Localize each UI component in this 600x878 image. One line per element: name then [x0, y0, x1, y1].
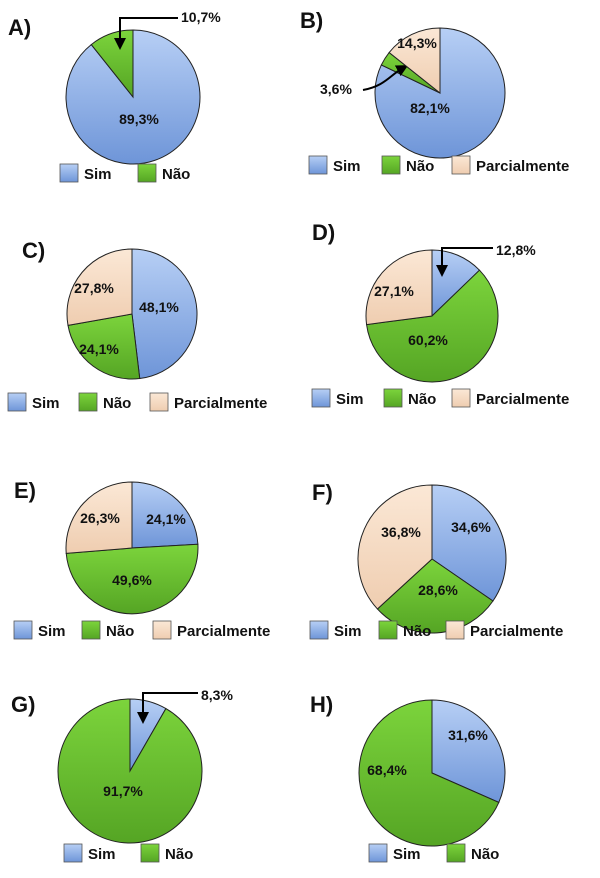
legend-swatch-a-nao — [137, 163, 157, 183]
legend-label-g-nao: Não — [165, 846, 193, 863]
legend-swatch-e-sim — [13, 620, 33, 640]
legend-swatch-h-nao — [446, 843, 466, 863]
legend-swatch-f-nao — [378, 620, 398, 640]
slice-label-f-parcialmente: 36,8% — [381, 524, 421, 540]
legend-label-d-sim: Sim — [336, 391, 364, 408]
legend-swatch-c-nao — [78, 392, 98, 412]
panel-label-d: D) — [312, 220, 335, 245]
legend-label-g-sim: Sim — [88, 846, 116, 863]
callout-label-a: 10,7% — [181, 9, 221, 25]
slice-label-d-parcialmente: 27,1% — [374, 283, 414, 299]
legend-label-e-sim: Sim — [38, 623, 66, 640]
panel-label-b: B) — [300, 8, 323, 33]
slice-label-c-sim: 48,1% — [139, 299, 179, 315]
slice-label-g-nao: 91,7% — [103, 783, 143, 799]
panel-label-f: F) — [312, 480, 333, 505]
pie-panel-e: E) 24,1% 49,6% 26,3% Sim Não Parcialmente — [13, 478, 270, 640]
legend-label-e-parcialmente: Parcialmente — [177, 623, 270, 640]
pie-slice-h-nao — [358, 699, 500, 847]
panel-label-a: A) — [8, 15, 31, 40]
pie-slice-b-parcialmente — [388, 27, 441, 95]
slice-label-h-sim: 31,6% — [448, 727, 488, 743]
legend-swatch-f-sim — [309, 620, 329, 640]
panel-label-g: G) — [11, 692, 35, 717]
panel-label-c: C) — [22, 238, 45, 263]
pie-panel-f: F) 34,6% 28,6% 36,8% Sim Não Parcialmente — [309, 480, 563, 640]
slice-label-c-nao: 24,1% — [79, 341, 119, 357]
legend-label-a-sim: Sim — [84, 166, 112, 183]
pie-panel-d: D) 12,8% 60,2% 27,1% Sim Não Parcialmente — [311, 220, 569, 408]
pie-slice-d-parcialmente — [365, 249, 433, 326]
panel-label-e: E) — [14, 478, 36, 503]
legend-label-d-nao: Não — [408, 391, 436, 408]
legend-swatch-c-sim — [7, 392, 27, 412]
slice-label-e-sim: 24,1% — [146, 511, 186, 527]
legend-swatch-h-sim — [368, 843, 388, 863]
legend-swatch-b-nao — [381, 155, 401, 175]
callout-arrow-b — [362, 65, 409, 91]
pie-slice-g-nao — [57, 698, 203, 844]
legend-swatch-a-sim — [59, 163, 79, 183]
legend-swatch-c-parcialmente — [149, 392, 169, 412]
legend-label-c-sim: Sim — [32, 395, 60, 412]
slice-label-c-parcialmente: 27,8% — [74, 280, 114, 296]
pie-slice-f-sim — [431, 484, 507, 602]
legend-label-c-nao: Não — [103, 395, 131, 412]
legend-label-f-parcialmente: Parcialmente — [470, 623, 563, 640]
legend-label-e-nao: Não — [106, 623, 134, 640]
legend-swatch-b-parcialmente — [451, 155, 471, 175]
legend-label-c-parcialmente: Parcialmente — [174, 395, 267, 412]
slice-label-h-nao: 68,4% — [367, 762, 407, 778]
callout-label-d: 12,8% — [496, 242, 536, 258]
callout-arrow-g — [137, 692, 198, 724]
slice-label-f-sim: 34,6% — [451, 519, 491, 535]
pie-panel-g: G) 8,3% 91,7% Sim Não — [11, 687, 233, 863]
callout-label-g: 8,3% — [201, 687, 233, 703]
callout-arrow-d — [436, 247, 493, 277]
callout-label-b: 3,6% — [320, 81, 352, 97]
pie-panel-c: C) 48,1% 24,1% 27,8% Sim Não Parcialmente — [7, 238, 267, 412]
callout-arrow-a — [114, 17, 178, 50]
pie-slice-e-nao — [65, 543, 199, 615]
pie-slice-d-nao — [365, 269, 499, 383]
legend-label-a-nao: Não — [162, 166, 190, 183]
legend-label-b-parcialmente: Parcialmente — [476, 158, 569, 175]
legend-label-f-nao: Não — [403, 623, 431, 640]
slice-label-e-nao: 49,6% — [112, 572, 152, 588]
panel-label-h: H) — [310, 692, 333, 717]
pie-slice-c-parcialmente — [66, 248, 133, 326]
legend-label-h-nao: Não — [471, 846, 499, 863]
pie-slice-e-sim — [131, 481, 199, 549]
legend-swatch-e-nao — [81, 620, 101, 640]
slice-label-b-sim: 82,1% — [410, 100, 450, 116]
legend-swatch-d-nao — [383, 388, 403, 408]
legend-label-b-nao: Não — [406, 158, 434, 175]
slice-label-a-sim: 89,3% — [119, 111, 159, 127]
legend-swatch-d-parcialmente — [451, 388, 471, 408]
legend-label-f-sim: Sim — [334, 623, 362, 640]
slice-label-e-parcialmente: 26,3% — [80, 510, 120, 526]
legend-swatch-e-parcialmente — [152, 620, 172, 640]
slice-label-b-parcialmente: 14,3% — [397, 35, 437, 51]
slice-label-f-nao: 28,6% — [418, 582, 458, 598]
legend-label-b-sim: Sim — [333, 158, 361, 175]
legend-swatch-b-sim — [308, 155, 328, 175]
pie-slice-f-parcialmente — [357, 484, 433, 610]
legend-swatch-g-sim — [63, 843, 83, 863]
pie-slice-f-nao — [376, 558, 494, 634]
pie-slice-h-sim — [431, 699, 506, 804]
pie-slice-e-parcialmente — [65, 481, 133, 554]
legend-swatch-d-sim — [311, 388, 331, 408]
pie-slice-c-sim — [131, 248, 198, 380]
slice-label-d-nao: 60,2% — [408, 332, 448, 348]
legend-label-h-sim: Sim — [393, 846, 421, 863]
legend-swatch-g-nao — [140, 843, 160, 863]
pie-panel-b: B) 82,1% 3,6% 14,3% Sim Não Parcialmente — [300, 8, 569, 175]
legend-label-d-parcialmente: Parcialmente — [476, 391, 569, 408]
legend-swatch-f-parcialmente — [445, 620, 465, 640]
pie-panel-h: H) 31,6% 68,4% Sim Não — [310, 692, 506, 863]
pie-slice-c-nao — [67, 313, 141, 380]
pie-panel-a: A) 89,3% 10,7% Sim Não — [8, 9, 221, 183]
